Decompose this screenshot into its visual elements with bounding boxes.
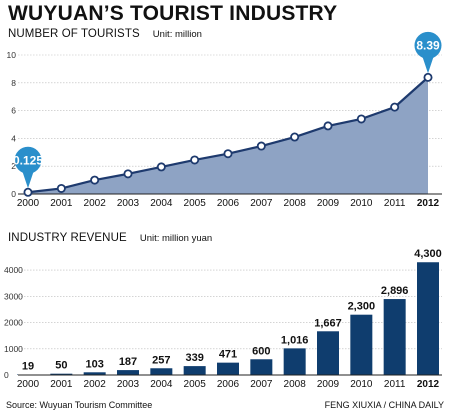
x-tick-label: 2000 [17,198,40,209]
tourists-chart-title: NUMBER OF TOURISTS [8,28,140,40]
revenue-bar [417,262,439,375]
y-tick-label: 2 [11,161,16,171]
revenue-chart-unit: Unit: million yuan [139,233,213,244]
revenue-chart-title: INDUSTRY REVENUE [8,232,127,244]
bar-data-label: 1,667 [314,317,342,329]
x-tick-label: 2007 [250,379,273,390]
credit-note: FENG XIUXIA / CHINA DAILY [324,400,444,410]
revenue-chart-heading: INDUSTRY REVENUE Unit: million yuan [8,232,212,244]
x-tick-label: 2009 [317,198,340,209]
y-tick-label: 2000 [4,318,23,328]
y-tick-label: 6 [11,106,16,116]
tourists-area [28,77,428,194]
x-tick-label: 2003 [117,198,140,209]
bar-data-label: 19 [22,361,34,373]
x-tick-label: 2010 [350,379,373,390]
tourists-chart-unit: Unit: million [152,29,202,40]
y-tick-label: 0 [4,370,9,380]
bar-data-label: 4,300 [414,248,442,260]
revenue-bar [150,368,173,375]
x-tick-label: 2004 [150,379,173,390]
x-tick-label: 2002 [84,198,107,209]
bar-data-label: 339 [185,352,203,364]
revenue-bar [183,366,206,375]
revenue-bar [117,370,139,375]
revenue-bar [217,362,239,375]
bar-data-label: 257 [152,354,170,366]
x-tick-label: 2006 [217,198,240,209]
tourists-point [390,102,400,112]
x-tick-label: 2004 [150,198,173,209]
x-tick-label: 2006 [217,379,240,390]
tourists-point [223,149,233,159]
callout-pointer [422,55,434,74]
tourists-point [156,162,166,172]
tourists-point [90,175,100,185]
bar-data-label: 1,016 [281,334,309,346]
x-tick-label: 2002 [84,379,107,390]
tourists-area-chart: 0 2 4 6 8 10 2000 2001 2002 2003 2004 2005 2006 2007 2… [7,31,442,209]
x-tick-label: 2008 [284,198,307,209]
x-tick-label: 2012 [417,379,440,390]
source-note: Source: Wuyuan Tourism Committee [6,400,153,410]
callout-bubble [414,31,442,59]
tourists-point [123,169,133,179]
tourists-point [56,183,66,193]
page-title: WUYUAN’S TOURIST INDUSTRY [8,2,338,25]
tourists-point [290,132,300,142]
callout-label: 0.125 [13,153,43,167]
callout-label: 8.39 [416,38,440,52]
x-tick-label: 2000 [17,379,40,390]
x-tick-label: 2001 [50,198,73,209]
x-tick-label: 2011 [384,198,406,209]
x-tick-label: 2005 [184,379,207,390]
bar-data-label: 2,300 [348,301,376,313]
tourists-point [23,187,33,197]
y-tick-label: 10 [7,50,17,60]
y-tick-label: 8 [11,78,16,88]
y-tick-label: 3000 [4,291,23,301]
revenue-bar [317,331,339,375]
x-tick-label: 2001 [50,379,73,390]
bar-data-label: 2,896 [381,285,409,297]
y-tick-label: 4 [11,133,16,143]
x-tick-label: 2008 [284,379,307,390]
revenue-bar [250,359,273,375]
y-tick-label: 0 [11,189,16,199]
x-tick-label: 2012 [417,198,440,209]
bar-data-label: 50 [55,360,67,372]
tourists-point [356,114,366,124]
tourists-chart-heading: NUMBER OF TOURISTS Unit: million [8,28,202,40]
bar-data-label: 600 [252,345,270,357]
revenue-bar [50,373,73,375]
y-tick-label: 1000 [4,344,23,354]
revenue-bar [283,348,306,375]
x-tick-label: 2007 [250,198,273,209]
revenue-bar [350,314,373,375]
x-tick-label: 2003 [117,379,140,390]
callout-bubble [14,146,42,174]
y-tick-label: 4000 [4,265,23,275]
tourists-point [190,155,200,165]
bar-data-label: 471 [219,349,237,361]
bar-data-label: 187 [119,356,137,368]
revenue-bar [383,299,406,375]
x-tick-label: 2005 [184,198,207,209]
x-tick-label: 2009 [317,379,340,390]
revenue-bar [83,372,106,375]
callout-pointer [22,170,34,189]
bar-data-label: 103 [85,358,103,370]
tourists-point [323,121,333,131]
tourists-point [256,141,266,151]
x-tick-label: 2010 [350,198,373,209]
x-tick-label: 2011 [384,379,406,390]
tourists-point [423,72,433,82]
